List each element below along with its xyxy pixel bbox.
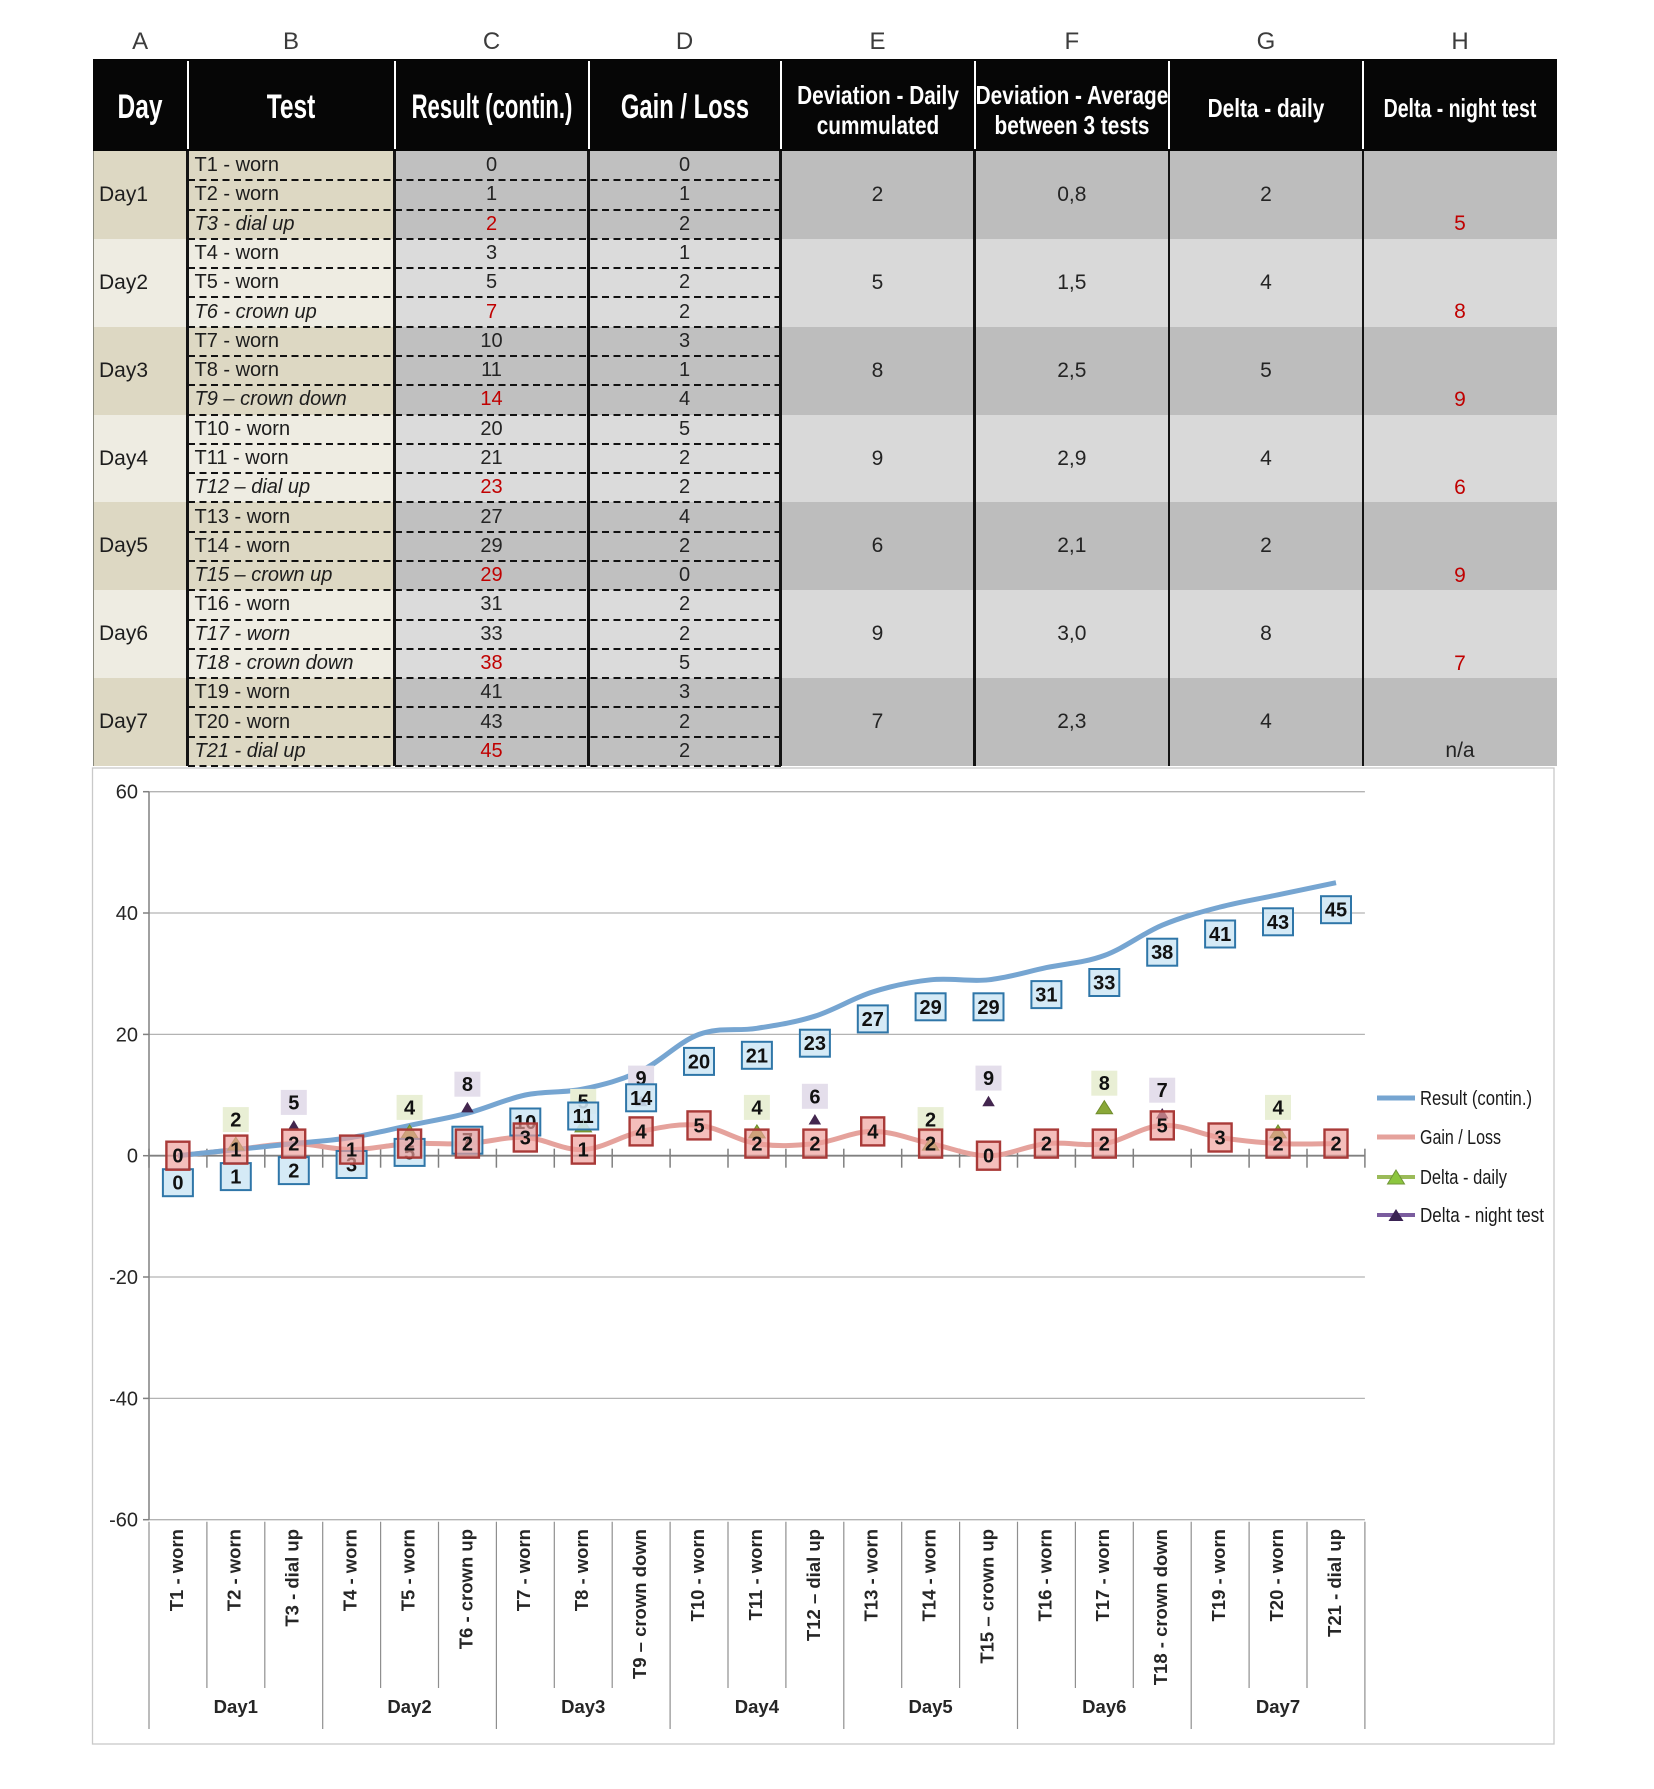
svg-text:Gain / Loss: Gain / Loss bbox=[1420, 1127, 1501, 1149]
svg-text:T15 – crown up: T15 – crown up bbox=[976, 1529, 997, 1664]
svg-text:Delta - daily: Delta - daily bbox=[1420, 1167, 1507, 1189]
svg-text:T7 - worn: T7 - worn bbox=[513, 1529, 534, 1611]
svg-text:1: 1 bbox=[230, 1140, 241, 1162]
svg-text:2: 2 bbox=[1272, 1134, 1283, 1156]
svg-text:41: 41 bbox=[1209, 924, 1231, 946]
svg-text:11: 11 bbox=[573, 1106, 594, 1128]
svg-text:T19 - worn: T19 - worn bbox=[1208, 1529, 1229, 1622]
svg-text:T12 – dial up: T12 – dial up bbox=[803, 1529, 824, 1641]
svg-text:60: 60 bbox=[116, 782, 138, 804]
svg-text:T18 - crown down: T18 - crown down bbox=[1150, 1529, 1171, 1685]
svg-text:Day5: Day5 bbox=[908, 1696, 952, 1717]
svg-text:T17 - worn: T17 - worn bbox=[1092, 1529, 1113, 1622]
svg-text:43: 43 bbox=[1267, 912, 1289, 934]
svg-text:29: 29 bbox=[977, 997, 999, 1019]
svg-text:0: 0 bbox=[172, 1146, 183, 1168]
svg-text:20: 20 bbox=[116, 1024, 138, 1046]
svg-text:14: 14 bbox=[630, 1088, 653, 1110]
svg-text:5: 5 bbox=[1157, 1115, 1168, 1137]
svg-text:T13 - worn: T13 - worn bbox=[861, 1529, 882, 1622]
svg-text:1: 1 bbox=[230, 1167, 241, 1189]
svg-text:T4 - worn: T4 - worn bbox=[339, 1529, 360, 1611]
svg-text:2: 2 bbox=[230, 1110, 241, 1132]
svg-text:5: 5 bbox=[288, 1092, 299, 1114]
svg-text:20: 20 bbox=[688, 1051, 710, 1073]
svg-text:T1 - worn: T1 - worn bbox=[166, 1529, 187, 1611]
svg-text:Day7: Day7 bbox=[1256, 1696, 1300, 1717]
svg-text:2: 2 bbox=[1330, 1134, 1341, 1156]
svg-text:3: 3 bbox=[520, 1128, 531, 1150]
svg-text:9: 9 bbox=[983, 1068, 994, 1090]
svg-text:T21 - dial up: T21 - dial up bbox=[1324, 1529, 1345, 1637]
svg-text:4: 4 bbox=[751, 1097, 763, 1119]
svg-text:2: 2 bbox=[751, 1134, 762, 1156]
svg-text:-60: -60 bbox=[109, 1510, 138, 1532]
svg-text:Day4: Day4 bbox=[735, 1696, 780, 1717]
svg-text:3: 3 bbox=[1215, 1128, 1226, 1150]
svg-text:4: 4 bbox=[1272, 1097, 1284, 1119]
svg-text:31: 31 bbox=[1035, 985, 1057, 1007]
svg-text:0: 0 bbox=[983, 1146, 994, 1168]
svg-text:38: 38 bbox=[1151, 942, 1173, 964]
svg-text:2: 2 bbox=[925, 1134, 936, 1156]
svg-text:T5 - worn: T5 - worn bbox=[397, 1529, 418, 1611]
svg-text:T3 - dial up: T3 - dial up bbox=[282, 1529, 303, 1627]
svg-text:29: 29 bbox=[919, 997, 941, 1019]
svg-text:T6 - crown up: T6 - crown up bbox=[455, 1529, 476, 1649]
svg-text:1: 1 bbox=[346, 1140, 357, 1162]
svg-text:T20 - worn: T20 - worn bbox=[1266, 1529, 1287, 1622]
svg-text:1: 1 bbox=[578, 1140, 589, 1162]
svg-text:2: 2 bbox=[462, 1134, 473, 1156]
svg-text:45: 45 bbox=[1325, 900, 1347, 922]
svg-text:3: 3 bbox=[346, 1155, 357, 1177]
svg-text:Day1: Day1 bbox=[214, 1696, 258, 1717]
svg-text:4: 4 bbox=[867, 1121, 879, 1143]
svg-text:23: 23 bbox=[804, 1033, 826, 1055]
svg-text:Day6: Day6 bbox=[1082, 1696, 1126, 1717]
svg-text:-40: -40 bbox=[109, 1388, 138, 1410]
svg-text:21: 21 bbox=[746, 1045, 768, 1067]
svg-text:33: 33 bbox=[1093, 973, 1115, 995]
svg-text:4: 4 bbox=[636, 1121, 648, 1143]
svg-text:Result (contin.): Result (contin.) bbox=[1420, 1088, 1532, 1110]
svg-text:2: 2 bbox=[809, 1134, 820, 1156]
svg-text:2: 2 bbox=[404, 1134, 415, 1156]
svg-text:0: 0 bbox=[172, 1173, 183, 1195]
svg-text:5: 5 bbox=[693, 1115, 704, 1137]
svg-text:T9 – crown down: T9 – crown down bbox=[629, 1529, 650, 1679]
svg-text:Delta - night test: Delta - night test bbox=[1420, 1205, 1544, 1227]
svg-text:T2 - worn: T2 - worn bbox=[224, 1529, 245, 1611]
svg-text:9: 9 bbox=[636, 1068, 647, 1090]
svg-text:2: 2 bbox=[925, 1110, 936, 1132]
svg-text:2: 2 bbox=[288, 1161, 299, 1183]
svg-text:T10 - worn: T10 - worn bbox=[687, 1529, 708, 1622]
svg-text:2: 2 bbox=[1041, 1134, 1052, 1156]
svg-text:T16 - worn: T16 - worn bbox=[1034, 1529, 1055, 1622]
svg-text:2: 2 bbox=[1099, 1134, 1110, 1156]
svg-text:Day2: Day2 bbox=[387, 1696, 431, 1717]
svg-text:7: 7 bbox=[1157, 1080, 1168, 1102]
svg-text:-20: -20 bbox=[109, 1267, 138, 1289]
svg-text:2: 2 bbox=[288, 1134, 299, 1156]
svg-text:4: 4 bbox=[404, 1097, 416, 1119]
svg-text:T8 - worn: T8 - worn bbox=[571, 1529, 592, 1611]
svg-text:T11 - worn: T11 - worn bbox=[745, 1529, 766, 1621]
svg-text:8: 8 bbox=[1099, 1073, 1110, 1095]
svg-text:6: 6 bbox=[809, 1086, 820, 1108]
svg-text:Day3: Day3 bbox=[561, 1696, 605, 1717]
svg-text:8: 8 bbox=[462, 1074, 473, 1096]
svg-text:27: 27 bbox=[862, 1009, 884, 1031]
svg-text:T14 - worn: T14 - worn bbox=[918, 1529, 939, 1622]
svg-text:0: 0 bbox=[127, 1146, 138, 1168]
svg-text:40: 40 bbox=[116, 903, 138, 925]
